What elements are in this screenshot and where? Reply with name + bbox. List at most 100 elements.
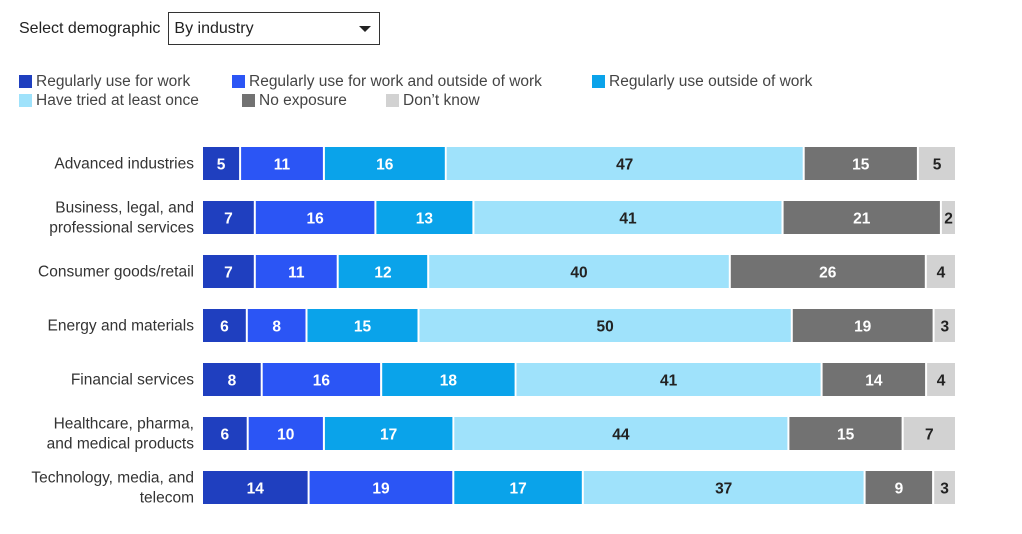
- category-label: Energy and materials: [48, 318, 195, 335]
- data-label: 18: [440, 373, 458, 390]
- bar-segment: [241, 147, 323, 180]
- data-label: 16: [306, 211, 324, 228]
- demographic-dropdown[interactable]: By industry: [168, 12, 381, 45]
- bar-segment: [248, 417, 323, 450]
- category-label: Healthcare, pharma, and medical products: [47, 416, 195, 453]
- data-label: 5: [217, 157, 226, 174]
- bar-segment: [454, 471, 582, 504]
- bar-segment: [376, 201, 473, 234]
- bar-segment: [203, 309, 246, 342]
- bar-segment: [865, 471, 933, 504]
- data-label: 47: [616, 157, 633, 174]
- bar-segment: [203, 255, 254, 288]
- legend-swatch: [232, 75, 245, 88]
- legend-item-no-exposure: No exposure: [242, 92, 386, 110]
- data-label: 41: [660, 373, 678, 390]
- legend-label: Regularly use for work: [36, 72, 191, 90]
- data-label: 11: [288, 265, 305, 282]
- legend-swatch: [386, 94, 399, 107]
- bar-segment: [324, 147, 445, 180]
- bar-segment: [822, 363, 926, 396]
- data-label: 6: [220, 427, 229, 444]
- category-label: Business, legal, and professional service…: [49, 200, 194, 237]
- data-label: 11: [274, 157, 291, 174]
- bar-segment: [338, 255, 428, 288]
- chart-legend: Regularly use for work Regularly use for…: [19, 72, 899, 110]
- bar-segment: [583, 471, 864, 504]
- data-label: 14: [247, 481, 265, 498]
- category-label: Consumer goods/retail: [38, 264, 194, 281]
- data-label: 5: [933, 157, 942, 174]
- data-label: 7: [224, 265, 233, 282]
- demographic-selector: Select demographic By industry: [19, 11, 381, 46]
- bar-segment: [203, 417, 247, 450]
- bar-segment: [324, 417, 453, 450]
- bar-segment: [783, 201, 940, 234]
- bar-segment: [203, 201, 254, 234]
- legend-label: No exposure: [259, 91, 347, 109]
- data-label: 17: [509, 481, 526, 498]
- bar-segment: [446, 147, 803, 180]
- data-label: 12: [374, 265, 391, 282]
- data-label: 26: [819, 265, 837, 282]
- data-label: 50: [596, 319, 613, 336]
- bar-segment: [203, 147, 240, 180]
- category-label: Financial services: [71, 372, 194, 389]
- bar-segment: [789, 417, 902, 450]
- category-label: Technology, media, and telecom: [31, 470, 194, 507]
- data-label: 17: [380, 427, 397, 444]
- bar-segment: [203, 363, 261, 396]
- bar-segment: [941, 201, 955, 234]
- bar-segment: [474, 201, 782, 234]
- bar-segment: [382, 363, 515, 396]
- data-label: 2: [944, 211, 953, 228]
- bar-segment: [247, 309, 306, 342]
- data-label: 37: [715, 481, 732, 498]
- bar-segment: [262, 363, 381, 396]
- bar-segment: [516, 363, 821, 396]
- data-label: 40: [570, 265, 587, 282]
- data-label: 15: [852, 157, 870, 174]
- data-label: 41: [619, 211, 637, 228]
- bar-segment: [903, 417, 955, 450]
- bar-segment: [934, 471, 955, 504]
- bar-segment: [454, 417, 788, 450]
- data-label: 7: [224, 211, 233, 228]
- bar-segment: [927, 363, 955, 396]
- legend-item-outside-work: Regularly use outside of work: [592, 73, 812, 91]
- legend-item-work-and-outside: Regularly use for work and outside of wo…: [232, 73, 592, 91]
- bar-segment: [804, 147, 917, 180]
- data-label: 8: [228, 373, 237, 390]
- data-label: 16: [376, 157, 394, 174]
- data-label: 14: [865, 373, 883, 390]
- legend-row: Regularly use for work Regularly use for…: [19, 72, 899, 91]
- bar-segment: [926, 255, 955, 288]
- data-label: 10: [277, 427, 294, 444]
- legend-label: Regularly use for work and outside of wo…: [249, 72, 542, 90]
- bar-segment: [255, 201, 375, 234]
- data-label: 19: [372, 481, 390, 498]
- bar-segment: [309, 471, 453, 504]
- data-label: 13: [416, 211, 434, 228]
- bar-segment: [255, 255, 337, 288]
- legend-swatch: [19, 75, 32, 88]
- data-label: 3: [940, 481, 949, 498]
- data-label: 4: [937, 265, 946, 282]
- legend-label: Don’t know: [403, 91, 480, 109]
- dropdown-value: By industry: [174, 19, 254, 37]
- legend-swatch: [242, 94, 255, 107]
- legend-row: Have tried at least once No exposure Don…: [19, 91, 899, 110]
- bar-segment: [730, 255, 925, 288]
- legend-swatch: [592, 75, 605, 88]
- data-label: 8: [272, 319, 281, 336]
- legend-swatch: [19, 94, 32, 107]
- legend-item-tried-once: Have tried at least once: [19, 92, 242, 110]
- bar-segment: [307, 309, 418, 342]
- data-label: 21: [853, 211, 871, 228]
- data-label: 16: [313, 373, 331, 390]
- bar-segment: [429, 255, 729, 288]
- legend-label: Have tried at least once: [36, 91, 199, 109]
- data-label: 6: [220, 319, 229, 336]
- bar-segment: [918, 147, 955, 180]
